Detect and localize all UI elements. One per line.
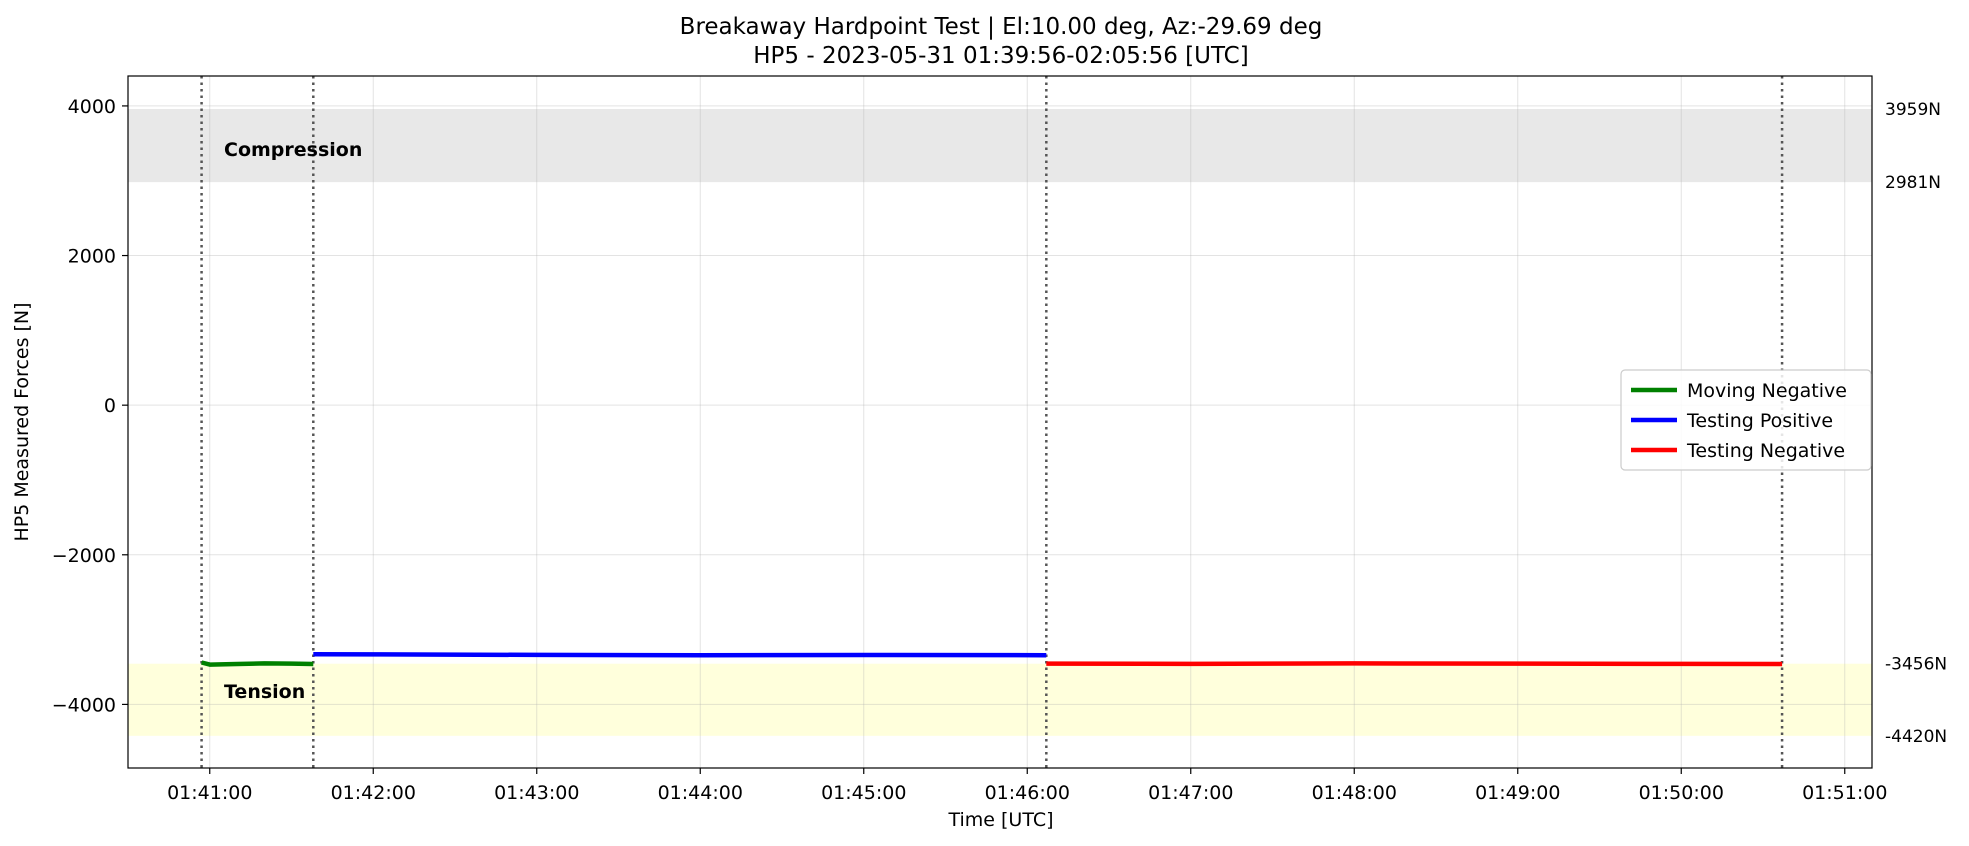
band-layer: [128, 108, 1872, 736]
limit-label: 2981N: [1885, 173, 1941, 193]
y-axis: 4000 2000 0 −2000 −4000: [52, 96, 128, 716]
limit-label: 3959N: [1885, 100, 1941, 120]
x-tick-label: 01:43:00: [494, 782, 579, 804]
legend: Moving Negative Testing Positive Testing N…: [1620, 369, 1872, 471]
band-compression: [128, 108, 1872, 183]
x-tick-label: 01:49:00: [1475, 782, 1560, 804]
y-tick-label: 2000: [68, 246, 116, 268]
series-line-testing-negative: [1046, 661, 1783, 667]
x-tick-label: 01:41:00: [167, 782, 252, 804]
band-label-tension: Tension: [224, 681, 305, 703]
grid-layer: [128, 76, 1872, 768]
y-axis-label: HP5 Measured Forces [N]: [11, 302, 33, 541]
band-tension: [128, 663, 1872, 736]
legend-label-moving-negative: Moving Negative: [1687, 380, 1847, 402]
x-axis-label: Time [UTC]: [947, 809, 1053, 831]
limit-label: -4420N: [1885, 727, 1947, 747]
y-tick-label: 0: [104, 395, 116, 417]
x-axis: 01:41:00 01:42:00 01:43:00 01:44:00 01:45:00…: [167, 768, 1887, 804]
chart-title: Breakaway Hardpoint Test | El:10.00 deg,…: [680, 14, 1323, 40]
x-tick-label: 01:50:00: [1639, 782, 1724, 804]
x-tick-label: 01:42:00: [331, 782, 416, 804]
x-tick-label: 01:45:00: [821, 782, 906, 804]
x-tick-label: 01:44:00: [658, 782, 743, 804]
limit-labels: 3959N 2981N -3456N -4420N: [1885, 100, 1947, 747]
series-line-moving-negative: [201, 660, 314, 667]
x-tick-label: 01:51:00: [1802, 782, 1887, 804]
y-tick-label: −4000: [52, 694, 116, 716]
x-tick-label: 01:48:00: [1312, 782, 1397, 804]
x-tick-label: 01:46:00: [985, 782, 1070, 804]
series-line-testing-positive: [313, 652, 1047, 658]
chart-subtitle: HP5 - 2023-05-31 01:39:56-02:05:56 [UTC]: [753, 43, 1248, 69]
limit-label: -3456N: [1885, 655, 1947, 675]
y-tick-label: 4000: [68, 96, 116, 118]
x-tick-label: 01:47:00: [1148, 782, 1233, 804]
series-layer: [201, 652, 1783, 667]
legend-label-testing-negative: Testing Negative: [1686, 440, 1845, 462]
band-labels: Compression Tension: [224, 139, 362, 703]
legend-label-testing-positive: Testing Positive: [1686, 410, 1833, 432]
legend-box: [1620, 369, 1872, 471]
band-label-compression: Compression: [224, 139, 362, 161]
y-tick-label: −2000: [52, 545, 116, 567]
plot-frame: [127, 75, 1873, 769]
